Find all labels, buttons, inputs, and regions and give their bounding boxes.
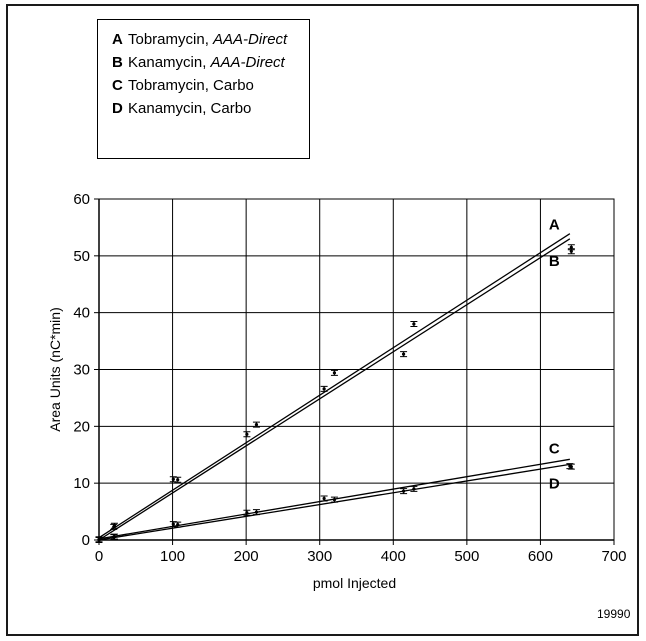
data-point-dot-d bbox=[97, 538, 101, 542]
y-tick-label: 10 bbox=[73, 475, 90, 492]
data-point-dot-a bbox=[332, 371, 337, 375]
data-point-dot-b bbox=[112, 525, 116, 529]
data-point-dot-d bbox=[112, 535, 116, 539]
y-tick-label: 60 bbox=[73, 191, 90, 208]
legend-text: Tobramycin, bbox=[128, 31, 214, 48]
data-point-dot-b bbox=[245, 432, 249, 436]
legend-detail: AAA-Direct bbox=[210, 54, 285, 71]
legend-key: D bbox=[112, 100, 123, 117]
legend-text: Kanamycin, Carbo bbox=[128, 100, 252, 117]
data-point-dot-a bbox=[176, 478, 180, 482]
fit-line-b bbox=[98, 238, 571, 541]
data-point-dot-d bbox=[245, 511, 249, 515]
legend-key: C bbox=[112, 77, 123, 94]
legend-item: C Tobramycin, Carbo bbox=[112, 74, 309, 97]
data-point-dot-b bbox=[569, 249, 573, 253]
x-tick-label: 500 bbox=[454, 548, 479, 565]
y-tick-label: 40 bbox=[73, 305, 90, 322]
curve-label-b: B bbox=[549, 253, 560, 270]
legend-key: A bbox=[112, 31, 123, 48]
data-point-dot-d bbox=[568, 464, 572, 468]
data-point-dot-a bbox=[569, 245, 573, 249]
x-tick-label: 700 bbox=[601, 548, 626, 565]
y-tick-label: 20 bbox=[73, 418, 90, 435]
y-tick-label: 30 bbox=[73, 362, 90, 379]
data-point-dot-d bbox=[401, 489, 406, 493]
legend-item: D Kanamycin, Carbo bbox=[112, 97, 309, 120]
data-point-dot-c bbox=[254, 510, 259, 514]
curve-label-a: A bbox=[549, 217, 560, 234]
data-point-dot-b bbox=[171, 477, 175, 481]
curve-label-c: C bbox=[549, 440, 560, 457]
data-point-dot-c bbox=[176, 523, 180, 527]
data-point-dot-a bbox=[254, 423, 259, 427]
x-tick-label: 200 bbox=[234, 548, 259, 565]
data-point-dot-b bbox=[322, 387, 326, 391]
figure-id: 19990 bbox=[597, 607, 631, 621]
data-point-dot-b bbox=[401, 352, 406, 356]
y-tick-label: 50 bbox=[73, 248, 90, 265]
x-axis-label: pmol Injected bbox=[313, 575, 396, 591]
x-tick-label: 600 bbox=[528, 548, 553, 565]
legend-key: B bbox=[112, 54, 123, 71]
legend: A Tobramycin, AAA-Direct B Kanamycin, AAA-… bbox=[97, 19, 310, 159]
legend-item: A Tobramycin, AAA-Direct bbox=[112, 28, 309, 51]
x-tick-label: 100 bbox=[160, 548, 185, 565]
data-point-dot-c bbox=[332, 498, 337, 502]
x-tick-label: 300 bbox=[307, 548, 332, 565]
curve-label-d: D bbox=[549, 475, 560, 492]
data-point-dot-d bbox=[171, 522, 175, 526]
data-point-dot-c bbox=[412, 487, 416, 491]
legend-detail: AAA-Direct bbox=[213, 31, 288, 48]
data-point-dot-a bbox=[412, 322, 416, 326]
legend-text: Tobramycin, Carbo bbox=[128, 77, 254, 94]
y-tick-label: 0 bbox=[82, 532, 90, 549]
data-point-dot-d bbox=[322, 496, 326, 501]
x-tick-label: 400 bbox=[381, 548, 406, 565]
x-tick-label: 0 bbox=[95, 548, 103, 565]
legend-item: B Kanamycin, AAA-Direct bbox=[112, 51, 309, 74]
legend-text: Kanamycin, bbox=[128, 54, 211, 71]
y-axis-label: Area Units (nC*min) bbox=[47, 307, 63, 431]
fit-line-a bbox=[98, 233, 571, 539]
figure-frame bbox=[6, 4, 639, 636]
